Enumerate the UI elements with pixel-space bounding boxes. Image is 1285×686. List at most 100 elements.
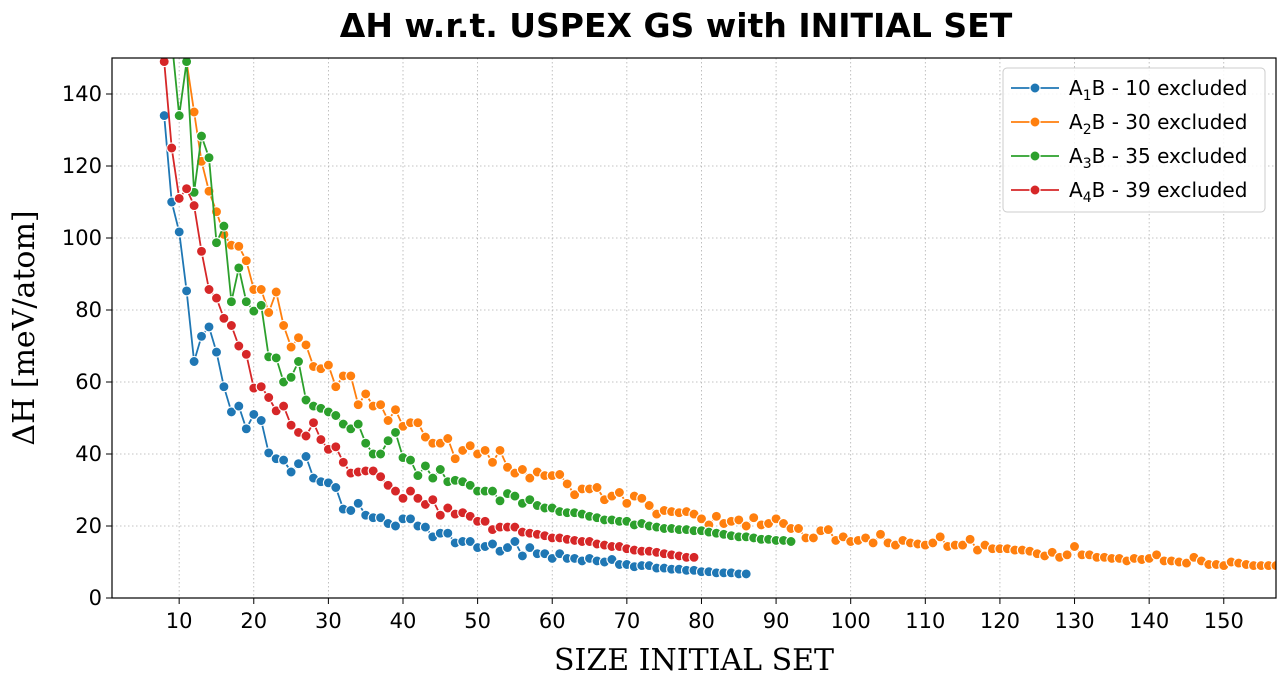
legend: A1B - 10 excluded A2B - 30 excluded A3B - … xyxy=(1002,67,1266,213)
data-point xyxy=(442,527,454,539)
x-tick-label: 70 xyxy=(613,609,640,633)
data-point xyxy=(434,463,446,476)
data-point xyxy=(181,285,193,297)
legend-marker xyxy=(1029,116,1041,128)
data-point xyxy=(971,544,984,556)
data-point xyxy=(591,481,603,494)
data-point xyxy=(375,512,387,524)
series-4 xyxy=(158,58,700,563)
data-point xyxy=(412,470,424,482)
data-point xyxy=(1151,549,1163,561)
data-point xyxy=(427,494,439,506)
data-point xyxy=(278,319,290,332)
data-point xyxy=(807,532,819,544)
legend-item: A2B - 30 excluded xyxy=(1011,110,1247,138)
x-tick-label: 150 xyxy=(1204,609,1244,633)
data-point xyxy=(248,408,260,420)
x-axis-label: SIZE INITIAL SET xyxy=(554,643,834,678)
data-point xyxy=(464,535,476,548)
data-point xyxy=(270,286,282,298)
data-point xyxy=(688,551,700,563)
data-point xyxy=(218,381,230,393)
data-point xyxy=(173,226,185,238)
data-point xyxy=(181,183,193,195)
data-point xyxy=(263,306,275,319)
data-point xyxy=(419,431,431,443)
data-point xyxy=(748,512,760,524)
data-point xyxy=(188,355,200,368)
legend-label-prefix: A xyxy=(1069,76,1083,100)
x-tick-label: 80 xyxy=(688,609,715,633)
y-tick-label: 100 xyxy=(62,226,102,250)
data-point xyxy=(203,321,215,333)
data-point xyxy=(382,414,394,427)
data-point xyxy=(412,492,424,504)
data-point xyxy=(248,305,260,317)
data-point xyxy=(419,460,431,472)
data-point xyxy=(307,417,320,429)
data-point xyxy=(300,430,312,442)
data-point xyxy=(195,245,208,257)
data-point xyxy=(158,58,170,68)
y-tick-label: 120 xyxy=(62,154,102,178)
legend-label: A1B - 10 excluded xyxy=(1069,76,1247,104)
data-point xyxy=(210,346,223,358)
data-point xyxy=(740,568,752,580)
data-point xyxy=(210,237,223,249)
data-point xyxy=(442,502,454,514)
data-point xyxy=(785,535,797,548)
data-point xyxy=(509,535,521,548)
data-point xyxy=(516,463,528,476)
data-point xyxy=(792,522,805,535)
x-tick-label: 20 xyxy=(240,609,267,633)
data-point xyxy=(494,495,506,507)
data-point xyxy=(382,435,394,447)
data-point xyxy=(375,399,387,411)
data-point xyxy=(524,542,536,554)
data-point xyxy=(203,152,215,164)
x-tick-label: 130 xyxy=(1054,609,1094,633)
legend-item: A3B - 35 excluded xyxy=(1011,144,1247,172)
data-point xyxy=(255,381,267,393)
data-point xyxy=(225,296,237,308)
data-point xyxy=(330,441,342,453)
y-tick-label: 60 xyxy=(75,370,102,394)
ticks: 10 20 30 40 50 60 70 80 90 100 110 120 130 140 1500204… xyxy=(62,82,1244,633)
data-point xyxy=(240,296,252,308)
data-point xyxy=(434,509,446,521)
x-tick-label: 120 xyxy=(980,609,1020,633)
data-point xyxy=(292,355,305,368)
data-point xyxy=(486,485,499,497)
legend-box xyxy=(1002,67,1266,213)
data-point xyxy=(330,409,342,422)
series-layer xyxy=(158,58,1276,580)
data-point xyxy=(263,391,275,404)
data-point xyxy=(278,400,290,412)
data-point xyxy=(389,485,402,497)
data-point xyxy=(278,454,290,466)
data-point xyxy=(464,440,476,452)
data-point xyxy=(225,406,237,418)
data-point xyxy=(285,371,297,383)
data-point xyxy=(255,414,267,427)
data-point xyxy=(292,458,305,470)
data-point xyxy=(412,417,424,429)
data-point xyxy=(494,444,506,456)
data-point xyxy=(479,444,491,456)
data-point xyxy=(710,510,722,522)
data-point xyxy=(255,299,267,311)
data-point xyxy=(345,370,357,382)
x-tick-label: 30 xyxy=(315,609,342,633)
x-tick-label: 60 xyxy=(539,609,566,633)
legend-item: A1B - 10 excluded xyxy=(1011,76,1247,104)
data-point xyxy=(1270,560,1276,572)
data-point xyxy=(292,332,305,344)
data-point xyxy=(397,492,409,504)
data-point xyxy=(233,400,245,412)
data-point xyxy=(613,486,625,499)
legend-label-subscript: 4 xyxy=(1083,190,1092,206)
data-point xyxy=(509,490,521,502)
legend-label-prefix: A xyxy=(1069,178,1083,202)
data-point xyxy=(740,520,752,532)
